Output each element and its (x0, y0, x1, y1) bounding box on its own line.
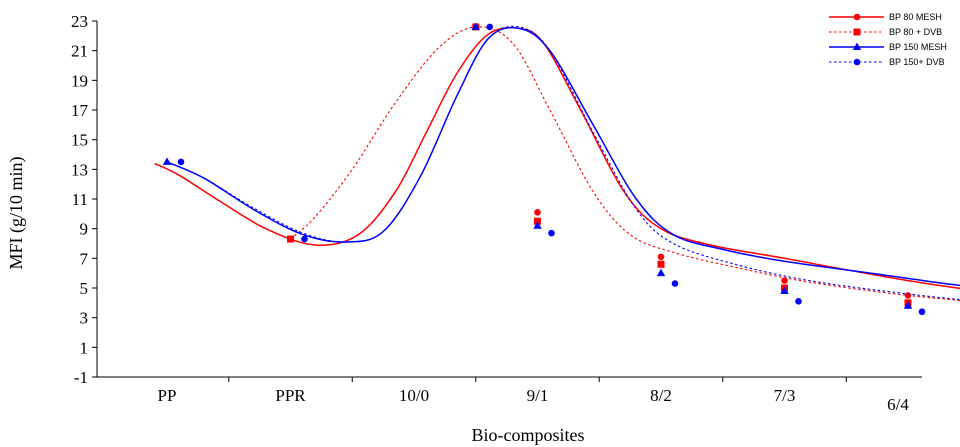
legend-label: BP 150+ DVB (889, 57, 945, 67)
data-point (287, 235, 294, 243)
series-bp-80-mesh (154, 26, 960, 299)
series-line (154, 26, 960, 290)
y-tick-label: 23 (71, 12, 88, 31)
y-tick-label: 21 (71, 42, 88, 61)
series-line (290, 26, 960, 301)
legend-marker (853, 58, 861, 66)
data-point (903, 301, 913, 309)
legend-marker (852, 42, 862, 50)
data-point (534, 209, 541, 216)
x-category-label: PP (158, 386, 177, 405)
y-axis-title: MFI (g/10 min) (6, 156, 27, 269)
data-point (301, 235, 308, 243)
data-point (657, 260, 665, 268)
legend-marker (853, 28, 861, 36)
x-category-label: PPR (275, 386, 306, 405)
series-bp-150-dvb (166, 23, 960, 316)
data-point (162, 157, 172, 165)
data-point (918, 308, 926, 316)
data-point (671, 280, 679, 287)
x-category-label: 6/4 (887, 395, 909, 414)
legend-entry: BP 80 MESH (829, 12, 942, 22)
y-tick-label: 7 (80, 249, 89, 268)
legend-marker (853, 13, 861, 21)
data-point (486, 23, 494, 31)
y-tick-label: -1 (74, 368, 88, 387)
data-point (795, 298, 802, 305)
legend-label: BP 80 MESH (889, 12, 942, 22)
x-axis-title: Bio-composites (472, 425, 585, 445)
plot-area (154, 22, 960, 316)
legend-entry: BP 150+ DVB (829, 57, 945, 67)
legend-entry: BP 80 + DVB (829, 27, 942, 37)
data-point (780, 286, 789, 294)
legend: BP 80 MESH BP 80 + DVB BP 150 MESH BP 150+ … (829, 12, 947, 67)
series-line (166, 25, 960, 301)
y-tick-label: 15 (71, 131, 88, 150)
data-point (657, 253, 665, 261)
y-tick-label: 11 (72, 190, 88, 209)
y-tick-label: 17 (71, 101, 89, 120)
legend-entry: BP 150 MESH (829, 42, 947, 52)
data-point (533, 221, 542, 229)
legend-label: BP 80 + DVB (889, 27, 942, 37)
y-tick-label: 5 (80, 279, 89, 298)
series-bp-80-dvb (287, 23, 960, 307)
y-tick-label: 13 (71, 160, 88, 179)
x-category-label: 10/0 (399, 386, 429, 405)
data-point (471, 22, 480, 30)
y-tick-label: 9 (80, 220, 89, 239)
x-category-label: 7/3 (774, 386, 796, 405)
data-point (177, 158, 185, 166)
y-tick-label: 1 (80, 338, 89, 357)
data-point (548, 229, 555, 237)
x-category-label: 8/2 (650, 386, 672, 405)
series-line (166, 26, 960, 287)
data-point (656, 268, 666, 277)
x-category-label: 9/1 (527, 386, 549, 405)
series-bp-150-mesh (162, 22, 960, 309)
legend-label: BP 150 MESH (889, 42, 947, 52)
y-tick-label: 3 (80, 309, 89, 328)
y-tick-label: 19 (71, 71, 88, 90)
data-point (781, 277, 788, 284)
